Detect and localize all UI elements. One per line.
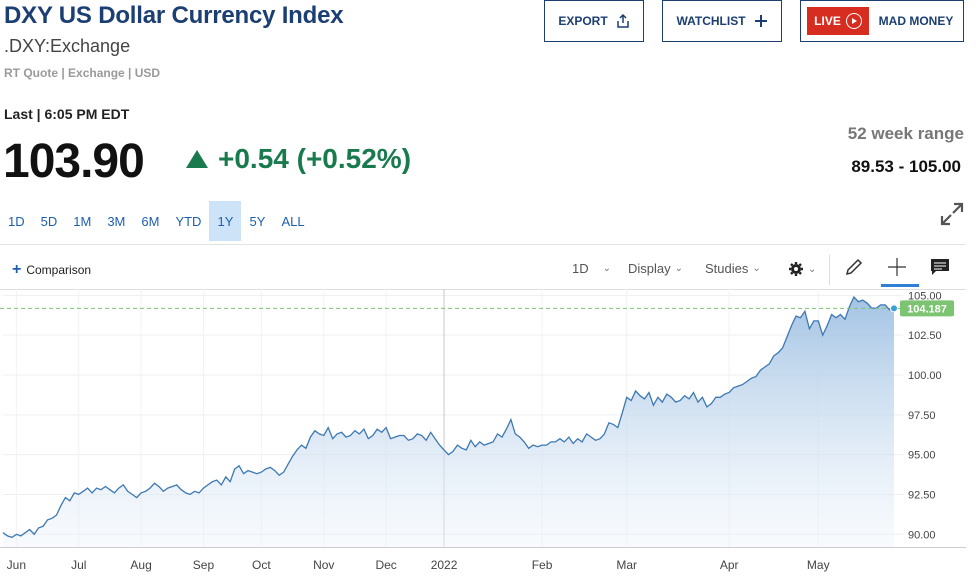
last-value-label: 104.187	[907, 303, 947, 315]
x-tick-label: Mar	[616, 558, 637, 572]
plus-icon: +	[12, 261, 22, 278]
display-dropdown[interactable]: Display ⌄	[628, 261, 683, 276]
crosshair-active-indicator	[881, 284, 919, 287]
y-tick-label: 95.00	[908, 450, 936, 462]
x-tick-label: Nov	[313, 558, 334, 572]
period-tab-5y[interactable]: 5Y	[249, 213, 266, 229]
last-value-dot	[890, 304, 898, 313]
period-tab-3m[interactable]: 3M	[107, 213, 126, 229]
x-tick-label: Feb	[532, 558, 553, 572]
studies-label: Studies	[705, 261, 749, 276]
settings-dropdown[interactable]: ⌄	[788, 261, 816, 277]
period-tab-1y[interactable]: 1Y	[209, 201, 242, 241]
chevron-down-icon: ⌄	[808, 263, 817, 275]
period-tab-ytd[interactable]: YTD	[175, 213, 202, 229]
x-tick-label: Oct	[252, 558, 271, 572]
period-tab-1m[interactable]: 1M	[73, 213, 92, 229]
up-arrow-icon	[186, 150, 208, 168]
divider	[0, 244, 966, 245]
period-tab-1d[interactable]: 1D	[8, 213, 25, 229]
x-tick-label: Aug	[130, 558, 151, 572]
toolbar-divider	[829, 255, 830, 285]
expand-icon[interactable]	[938, 200, 966, 228]
watchlist-label: WATCHLIST	[676, 14, 746, 28]
quote-meta: RT Quote | Exchange | USD	[4, 66, 161, 80]
export-label: EXPORT	[558, 14, 608, 28]
x-tick-label: Jul	[71, 558, 86, 572]
change-value: +0.54 (+0.52%)	[218, 143, 412, 174]
watchlist-button[interactable]: WATCHLIST	[662, 0, 782, 42]
live-mad-money-button[interactable]: LIVE MAD MONEY	[800, 0, 964, 42]
comparison-label: Comparison	[26, 263, 92, 277]
symbol-label: .DXY:Exchange	[4, 36, 131, 56]
interval-dropdown[interactable]: 1D ⌄	[572, 261, 611, 276]
live-badge: LIVE	[807, 7, 869, 35]
series-area	[3, 297, 894, 547]
period-selector: 1D 5D 1M 3M 6M YTD 1Y 5Y ALL	[0, 201, 313, 241]
display-label: Display	[628, 261, 671, 276]
y-tick-label: 97.50	[908, 410, 936, 422]
y-tick-label: 105.00	[908, 290, 942, 302]
mad-money-label: MAD MONEY	[878, 14, 954, 28]
x-tick-label: 2022	[431, 558, 458, 572]
y-tick-label: 102.50	[908, 330, 942, 342]
last-timestamp: Last | 6:05 PM EDT	[4, 106, 130, 122]
last-price: 103.90	[3, 135, 145, 188]
x-tick-label: Sep	[193, 558, 215, 572]
period-tab-all[interactable]: ALL	[281, 213, 305, 229]
chevron-down-icon: ⌄	[674, 263, 684, 274]
interval-label: 1D	[572, 261, 589, 276]
crosshair-icon[interactable]	[886, 256, 908, 278]
pencil-icon[interactable]	[843, 256, 865, 278]
chevron-down-icon: ⌄	[602, 263, 612, 274]
page-title: DXY US Dollar Currency Index	[4, 2, 344, 29]
comparison-button[interactable]: + Comparison	[12, 261, 92, 278]
y-tick-label: 92.50	[908, 489, 936, 501]
series-line	[2, 295, 895, 539]
gear-icon	[789, 262, 803, 276]
price-chart[interactable]: 105.00 102.50 100.00 97.50 95.00 92.50 90.00 Ju…	[0, 289, 978, 579]
period-tab-5d[interactable]: 5D	[40, 213, 58, 229]
x-tick-label: Jun	[7, 558, 26, 572]
y-tick-label: 90.00	[908, 529, 936, 541]
last-value-badge	[900, 300, 954, 317]
range-label: 52 week range	[847, 124, 964, 143]
chevron-down-icon: ⌄	[752, 263, 761, 274]
y-tick-label: 100.00	[908, 370, 942, 382]
x-tick-label: Dec	[375, 558, 396, 572]
plus-icon	[754, 15, 767, 27]
range-value: 89.53 - 105.00	[851, 157, 961, 176]
comment-icon[interactable]	[929, 256, 951, 278]
share-icon	[616, 14, 629, 28]
export-button[interactable]: EXPORT	[544, 0, 644, 42]
play-icon	[845, 13, 862, 29]
x-tick-label: May	[807, 558, 830, 572]
price-change: +0.54 (+0.52%)	[186, 143, 411, 175]
live-label: LIVE	[814, 14, 841, 28]
studies-dropdown[interactable]: Studies ⌄	[705, 261, 761, 276]
period-tab-6m[interactable]: 6M	[141, 213, 160, 229]
x-tick-label: Apr	[720, 558, 739, 572]
